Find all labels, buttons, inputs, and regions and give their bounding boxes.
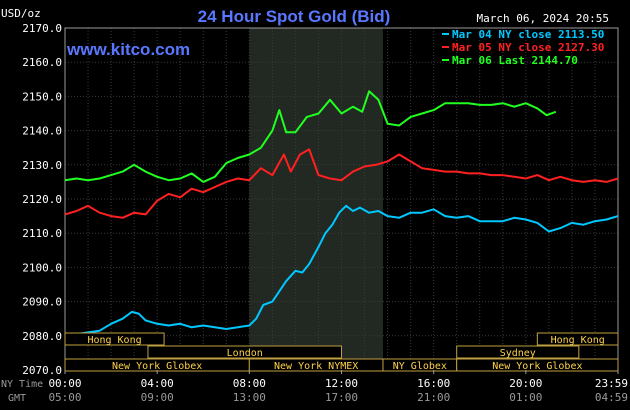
x-tick-label-ny: 16:00 (417, 377, 450, 390)
series-line (64, 90, 557, 183)
price-series (64, 90, 619, 337)
website-link[interactable]: www.kitco.com (66, 40, 190, 59)
y-tick-label: 2160.0 (22, 56, 62, 69)
market-sessions: Hong Kong Hong Kong London Sydney New York G… (64, 332, 619, 372)
x-tick-label-ny: 20:00 (509, 377, 542, 390)
y-tick-label: 2150.0 (22, 90, 62, 103)
session-label: Sydney (500, 348, 536, 359)
y-tick-label: 2140.0 (22, 125, 62, 138)
y-tick-label: 2120.0 (22, 193, 62, 206)
session-box (456, 358, 619, 372)
session-box (147, 345, 342, 359)
y-tick-label: 2090.0 (22, 296, 62, 309)
session-label: London (227, 348, 263, 359)
y-tick-label: 2110.0 (22, 227, 62, 240)
x-tick-label-gmt: 09:00 (141, 391, 174, 404)
y-tick-label: 2170.0 (22, 22, 62, 35)
legend: Mar 04 NY close 2113.50 Mar 05 NY close … (442, 28, 604, 67)
x-tick-label-gmt: 04:59 (595, 391, 628, 404)
ny-time-row-label: NY Time (1, 379, 43, 390)
series-line (64, 148, 619, 219)
nymex-session-shading (249, 28, 383, 370)
x-tick-label-gmt: 21:00 (417, 391, 450, 404)
x-tick-label-ny: 04:00 (141, 377, 174, 390)
session-box (64, 332, 165, 346)
session-label: New York Globex (112, 361, 202, 372)
y-axis-ticks: 2070.0 2080.0 2090.0 2100.0 2110.0 2120.0 2130… (22, 22, 62, 377)
y-tick-label: 2070.0 (22, 364, 62, 377)
x-tick-label-ny: 23:59 (595, 377, 628, 390)
gmt-row-label: GMT (8, 393, 26, 404)
y-tick-label: 2130.0 (22, 159, 62, 172)
legend-mar04: Mar 04 NY close 2113.50 (452, 28, 604, 41)
session-box (536, 332, 619, 346)
grid-lines (65, 28, 618, 370)
session-label: Hong Kong (551, 335, 605, 346)
y-tick-label: 2080.0 (22, 330, 62, 343)
x-tick-label-ny: 12:00 (325, 377, 358, 390)
x-tick-label-gmt: 01:00 (509, 391, 542, 404)
session-label: NY Globex (393, 361, 447, 372)
session-box (456, 345, 580, 359)
legend-mar05: Mar 05 NY close 2127.30 (452, 41, 604, 54)
x-tick-label-gmt: 05:00 (48, 391, 81, 404)
x-tick-label-gmt: 17:00 (325, 391, 358, 404)
session-label: New York Globex (492, 361, 582, 372)
session-label: New York NYMEX (274, 361, 358, 372)
session-label: Hong Kong (87, 335, 141, 346)
timestamp: March 06, 2024 20:55 (477, 12, 609, 25)
legend-mar06: Mar 06 Last 2144.70 (452, 54, 578, 67)
x-tick-label-ny: 00:00 (48, 377, 81, 390)
chart-title: 24 Hour Spot Gold (Bid) (198, 7, 391, 26)
y-tick-label: 2100.0 (22, 261, 62, 274)
currency-label: USD/oz (1, 7, 41, 20)
x-tick-label-gmt: 13:00 (233, 391, 266, 404)
series-line (64, 204, 619, 337)
x-tick-label-ny: 08:00 (233, 377, 266, 390)
